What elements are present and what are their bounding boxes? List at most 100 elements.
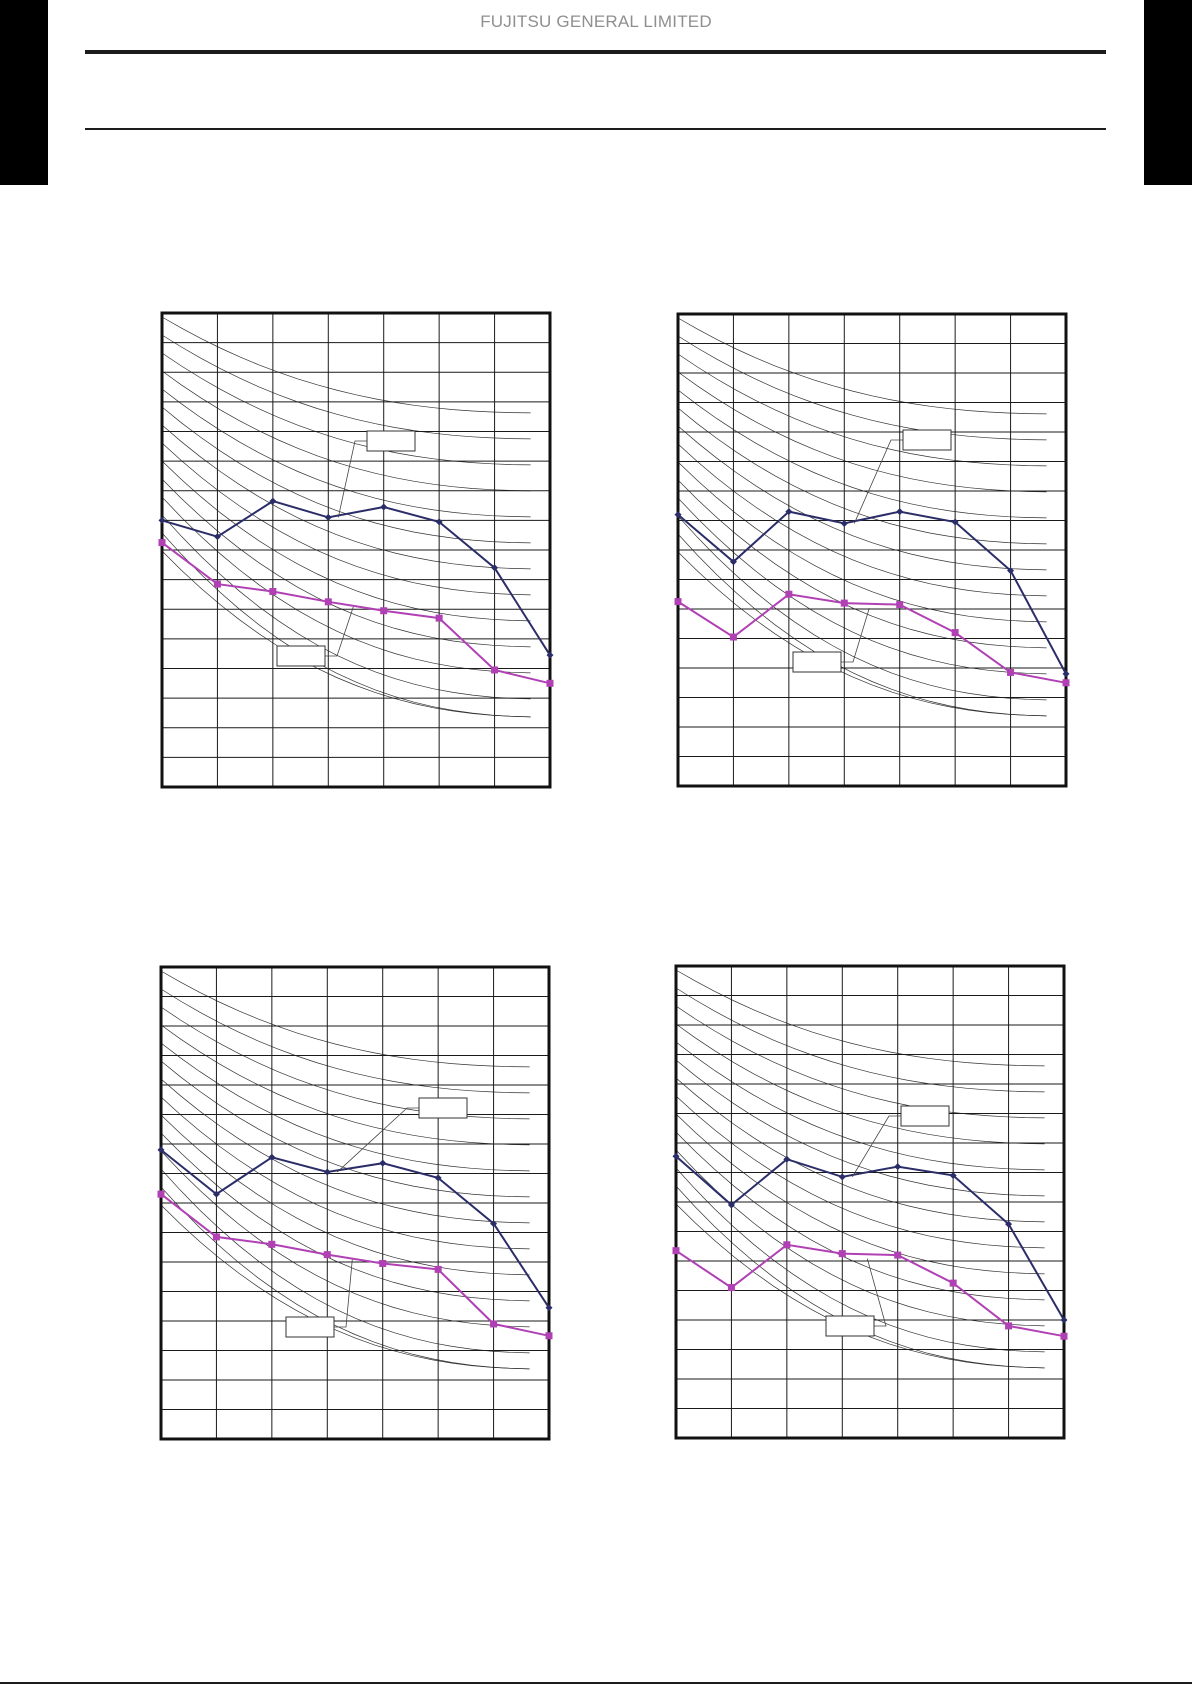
chart-grid [160,966,550,1440]
data-point [490,1220,498,1228]
data-point [1007,567,1015,575]
reference-curve [675,1131,1045,1301]
data-point [672,1247,680,1255]
reference-curve [675,1077,1045,1223]
data-point [491,564,499,572]
data-point [1007,668,1015,676]
reference-curve [677,533,1047,717]
data-point [269,497,277,505]
reference-curve [677,335,1047,441]
data-point [785,590,793,598]
header-rule-thick [85,50,1106,54]
data-point [213,533,221,541]
reference-curve [161,442,531,596]
reference-curve [160,1186,530,1370]
reference-curve [161,532,531,718]
reference-curve [160,1060,530,1198]
data-point [1005,1322,1013,1330]
reference-curve [160,1150,530,1328]
reference-curve [677,425,1047,571]
data-point [951,629,959,637]
reference-curve [161,352,531,466]
reference-curve [161,388,531,518]
data-point [785,508,793,516]
data-point [212,1233,220,1241]
data-point [434,1265,442,1273]
callout-leader-lower [325,606,354,657]
data-point [268,1240,276,1248]
data-point [894,1251,902,1259]
series-line [160,1149,550,1309]
callout-box-lower [285,1316,335,1338]
data-point [490,1320,498,1328]
data-point [949,1171,957,1179]
callout-leader-upper [337,1107,419,1173]
reference-curve [160,1006,530,1120]
series-line [161,541,551,685]
data-point [157,1146,165,1154]
reference-curves [161,316,531,718]
chart-grid [677,313,1067,787]
reference-curve [677,461,1047,623]
callout-box-upper [418,1097,468,1119]
reference-curve [677,443,1047,597]
data-point [1005,1220,1013,1228]
data-point [546,651,554,659]
callout-leader-lower [841,607,870,663]
reference-curve [677,317,1047,415]
data-point [727,1284,735,1292]
plot-frame [676,312,1068,788]
reference-curve [675,1149,1045,1327]
series-line [675,1155,1065,1321]
reference-curve [161,514,531,700]
data-point [545,1304,553,1312]
data-point [158,539,166,547]
data-point [546,679,554,687]
data-point [1060,1332,1068,1340]
footer-rule [0,1682,1192,1684]
reference-curve [160,1078,530,1224]
data-point [840,519,848,527]
right-edge-tab [1144,0,1192,185]
callout-box-lower [276,645,326,667]
reference-curve [161,370,531,492]
header-rule-thin [85,128,1106,130]
data-point [379,1159,387,1167]
data-point [840,599,848,607]
chart-bottom-left [157,965,553,1441]
callout-box-lower [792,651,842,673]
reference-curve [675,1023,1045,1145]
data-point [783,1241,791,1249]
callout-box-upper [902,429,952,451]
reference-curve [675,1005,1045,1119]
reference-curve [675,987,1045,1093]
chart-top-right [674,312,1070,788]
reference-curve [677,551,1047,717]
series-line [677,510,1067,675]
series-upper [158,497,554,659]
data-point [434,1174,442,1182]
reference-curve [675,1167,1045,1353]
reference-curve [161,334,531,440]
reference-curve [161,478,531,648]
series-lower [674,590,1070,687]
data-point [213,580,221,588]
callout-box-upper [366,430,416,452]
data-point [158,516,166,524]
data-point [545,1332,553,1340]
data-point [435,518,443,526]
series-lower [157,1190,553,1340]
data-point [324,598,332,606]
callout-leader-upper [337,440,367,518]
left-edge-tab [0,0,48,185]
data-point [838,1173,846,1181]
reference-curve [160,1204,530,1370]
reference-curve [677,407,1047,545]
data-point [896,508,904,516]
series-line [675,1243,1065,1338]
data-point [379,1259,387,1267]
reference-curve [675,969,1045,1067]
data-point [323,1168,331,1176]
series-line [160,1193,550,1337]
reference-curve [677,371,1047,493]
